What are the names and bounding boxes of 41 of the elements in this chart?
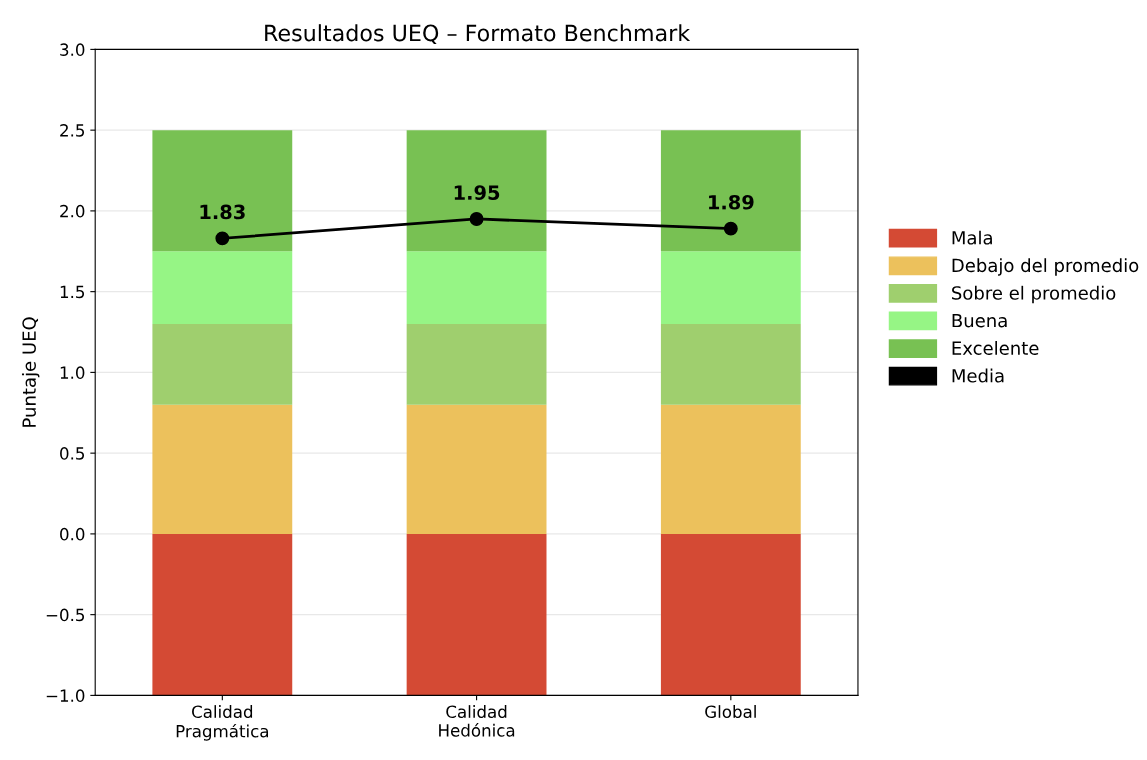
legend-label: Media	[952, 368, 1004, 383]
bar	[660, 533, 801, 696]
x-tick-label: Calidad Hedónica	[439, 705, 515, 737]
data-label: 1.95	[454, 185, 500, 200]
y-axis-title: Puntaje UEQ	[21, 317, 40, 427]
point	[215, 231, 230, 246]
bar	[406, 533, 547, 696]
bar	[406, 251, 547, 324]
legend-label: Excelente	[952, 340, 1039, 355]
bar	[152, 533, 293, 696]
point	[469, 212, 484, 226]
y-tick-label: −1.0	[46, 689, 85, 702]
legend-label: Debajo del promedio	[952, 258, 1139, 276]
y-tick-label: 0.5	[60, 447, 85, 460]
point	[723, 221, 738, 236]
bar	[406, 404, 547, 534]
x-tick-label: Calidad Pragmática	[176, 705, 269, 741]
bar	[660, 323, 801, 405]
y-tick-label: 1.0	[60, 366, 85, 379]
chart-title: Resultados UEQ – Formato Benchmark	[265, 24, 691, 44]
bar	[660, 404, 801, 534]
bar	[152, 251, 293, 324]
y-tick-label: −0.5	[46, 608, 85, 622]
bar	[152, 323, 293, 405]
bar	[152, 130, 293, 252]
legend-label: Mala	[952, 230, 992, 245]
legend-label: Buena	[952, 313, 1007, 328]
bar	[660, 130, 801, 252]
x-tick-label: Global	[705, 705, 756, 719]
bar	[406, 130, 547, 252]
y-tick-label: 2.5	[60, 124, 85, 137]
y-tick-label: 2.0	[60, 204, 85, 218]
data-label: 1.89	[709, 194, 754, 210]
y-tick-label: 1.5	[60, 285, 85, 299]
bar	[152, 404, 293, 534]
y-tick-label: 3.0	[60, 43, 85, 56]
data-label: 1.83	[200, 204, 245, 220]
y-tick-label: 0.0	[60, 527, 85, 541]
bar	[406, 323, 547, 405]
bar	[660, 251, 801, 324]
legend-label: Sobre el promedio	[952, 285, 1116, 304]
